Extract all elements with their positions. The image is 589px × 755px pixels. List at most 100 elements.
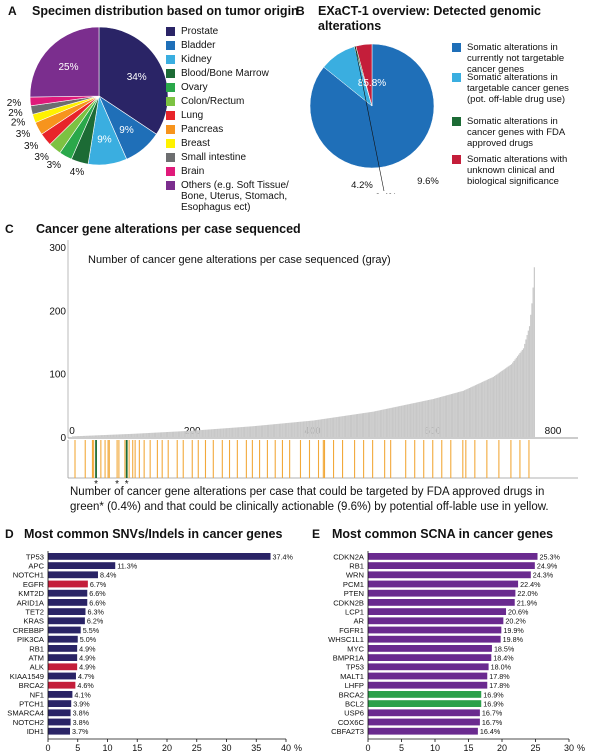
case-bar <box>462 390 465 437</box>
case-bar <box>421 401 424 437</box>
case-bar <box>140 433 142 437</box>
y-tick-label: 200 <box>49 306 66 317</box>
case-bar <box>317 419 319 437</box>
x-unit-label: % <box>577 743 585 753</box>
case-bar <box>395 406 397 437</box>
case-bar <box>235 427 237 437</box>
pie-slice-label: 0.4% <box>375 192 397 194</box>
case-bar <box>127 434 129 437</box>
case-bar <box>198 430 200 437</box>
x-tick-label: 10 <box>430 743 440 753</box>
case-bar <box>393 407 395 437</box>
case-bar <box>132 433 134 437</box>
legend-item: Colon/Rectum <box>166 96 291 107</box>
case-bar <box>183 431 186 437</box>
value-label: 5.0% <box>80 635 97 644</box>
category-label: PIK3CA <box>17 635 45 644</box>
case-bar <box>79 436 81 437</box>
pie-slice-label: 9% <box>119 125 134 136</box>
value-label: 16.4% <box>480 727 501 736</box>
case-bar <box>182 431 184 437</box>
case-bar <box>231 427 234 437</box>
case-bar <box>328 418 330 437</box>
case-bar <box>519 353 521 437</box>
case-bar <box>251 426 253 437</box>
value-bar <box>368 562 535 569</box>
case-bar <box>497 373 499 437</box>
pie-slice <box>29 26 100 98</box>
case-bar <box>331 417 333 437</box>
legend-item: Kidney <box>166 54 291 65</box>
case-bar <box>379 410 382 437</box>
value-bar <box>48 672 76 680</box>
case-bar <box>176 431 178 437</box>
case-bar <box>171 431 174 437</box>
value-bar <box>48 654 78 661</box>
case-bar <box>129 433 131 437</box>
value-label: 16.7% <box>482 718 503 727</box>
case-bar <box>175 431 177 437</box>
case-bar <box>347 415 349 437</box>
case-bar <box>104 434 106 437</box>
case-bar <box>247 426 249 437</box>
case-bar <box>453 393 455 437</box>
value-bar <box>368 727 478 735</box>
case-bar <box>518 354 520 437</box>
case-bar <box>159 432 161 437</box>
case-bar <box>136 433 139 437</box>
case-bar <box>233 427 235 437</box>
case-bar <box>162 432 164 437</box>
case-bar <box>349 415 351 437</box>
case-bar <box>348 415 350 437</box>
case-bar <box>295 422 297 437</box>
case-bar <box>353 414 355 437</box>
case-bar <box>399 406 401 437</box>
case-bar <box>82 435 85 437</box>
case-bar <box>106 434 109 437</box>
case-bar <box>467 388 469 437</box>
case-bar <box>282 423 284 437</box>
legend-label: Pancreas <box>181 124 224 135</box>
case-bar <box>206 429 208 437</box>
case-bar <box>150 432 152 437</box>
case-bar <box>503 369 505 437</box>
case-bar <box>277 423 279 437</box>
case-bar <box>224 428 226 437</box>
case-bar <box>165 432 167 437</box>
legend-label: Brain <box>181 166 205 177</box>
case-bar <box>130 433 133 437</box>
case-bar <box>358 413 360 437</box>
case-bar <box>363 413 365 437</box>
case-bar <box>528 326 531 437</box>
category-label: KIAA1549 <box>10 672 44 681</box>
case-bar <box>485 380 487 437</box>
value-bar <box>48 663 78 671</box>
pie-slice-label: 3% <box>47 160 62 171</box>
value-bar <box>368 645 492 652</box>
case-bar <box>88 435 91 437</box>
leader-line <box>354 46 385 192</box>
value-label: 3.7% <box>72 727 89 736</box>
plot-background <box>0 238 589 488</box>
case-bar <box>458 392 460 437</box>
case-bar <box>326 418 329 437</box>
case-bar <box>459 391 461 437</box>
case-bar <box>498 372 501 437</box>
legend-label: Ovary <box>181 82 208 93</box>
value-label: 6.7% <box>90 580 107 589</box>
case-bar <box>437 397 439 437</box>
value-label: 5.5% <box>83 626 100 635</box>
category-label: TP53 <box>346 663 364 672</box>
value-label: 3.8% <box>73 718 90 727</box>
case-bar <box>269 424 271 437</box>
x-tick-label: 0 <box>365 743 370 753</box>
case-bar <box>126 434 128 437</box>
case-bar <box>120 434 122 437</box>
case-bar <box>444 395 446 437</box>
value-bar <box>48 553 271 560</box>
case-bar <box>274 424 276 437</box>
legend-item: Brain <box>166 166 291 177</box>
legend-swatch <box>166 55 175 64</box>
case-bar <box>365 412 367 437</box>
value-bar <box>368 617 504 625</box>
